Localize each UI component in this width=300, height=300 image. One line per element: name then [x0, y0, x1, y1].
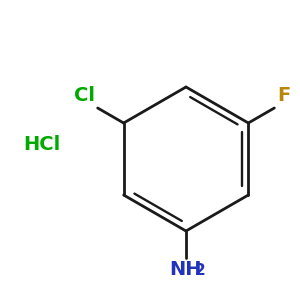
- Text: Cl: Cl: [74, 86, 95, 105]
- Text: 2: 2: [195, 263, 206, 278]
- Text: HCl: HCl: [23, 134, 61, 154]
- Text: NH: NH: [169, 260, 202, 279]
- Text: F: F: [277, 86, 291, 105]
